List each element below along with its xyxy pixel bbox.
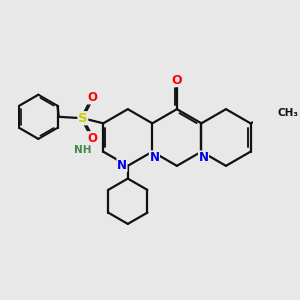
Text: NH: NH — [74, 145, 92, 154]
Text: CH₃: CH₃ — [278, 108, 299, 118]
Text: N: N — [149, 151, 159, 164]
Text: N: N — [117, 158, 127, 172]
Text: S: S — [78, 112, 88, 125]
Text: O: O — [87, 91, 97, 104]
Text: O: O — [87, 132, 97, 145]
Text: N: N — [199, 151, 208, 164]
Text: O: O — [172, 74, 182, 87]
